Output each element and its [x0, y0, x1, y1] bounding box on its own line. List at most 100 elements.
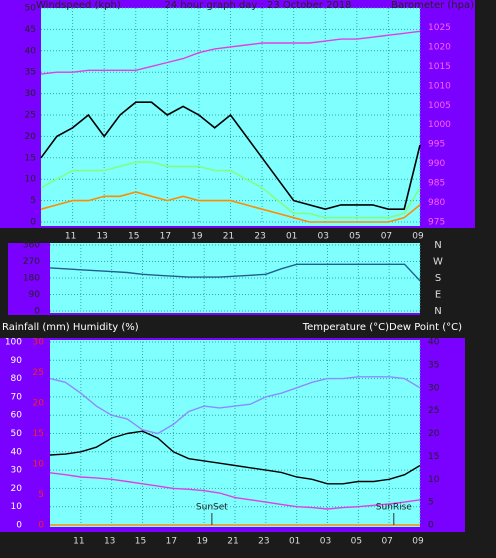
annotation: SunSet [196, 503, 228, 513]
x-tick-label: 21 [227, 537, 238, 547]
series-line [40, 161, 421, 219]
x-tick-label: 19 [191, 232, 203, 242]
y-tick-label: 70 [11, 392, 23, 402]
x-tick-label: 11 [65, 232, 76, 242]
y-tick-label: 90 [29, 290, 41, 300]
y2-axis-title: Barometer (hpa) [391, 0, 474, 11]
x-tick-label: 01 [286, 232, 297, 242]
x-tick-label: 09 [412, 537, 424, 547]
y-axis-title: Windspeed (kph) [36, 0, 121, 11]
direction-label: W [433, 257, 443, 268]
x-tick-label: 15 [128, 232, 139, 242]
y2-tick-label: 1000 [428, 120, 451, 130]
y2-tick-label: 20 [428, 429, 440, 439]
y2-tick-label: 1010 [428, 81, 451, 91]
y-tick-label: 100 [5, 338, 22, 348]
y-tick-label: 60 [11, 411, 23, 421]
y-tick-label: 0 [34, 307, 40, 317]
series-line [40, 30, 421, 75]
series-line [40, 191, 421, 223]
y2-tick-label: 1015 [428, 62, 451, 72]
y-tick-label: 0 [16, 521, 22, 531]
y2-tick-label: 40 [428, 338, 440, 348]
y-tick-label: 5 [30, 196, 36, 206]
y-tick-label: 35 [25, 68, 36, 78]
y2-tick-label: 1005 [428, 101, 451, 111]
y3-tick-label: 30 [33, 338, 45, 348]
x-tick-label: 17 [160, 232, 171, 242]
y-tick-label: 180 [23, 274, 40, 284]
y-tick-label: 30 [25, 89, 37, 99]
y2-tick-label: 5 [428, 498, 434, 508]
y-tick-label: 90 [11, 356, 23, 366]
y-tick-label: 50 [11, 429, 23, 439]
y3-tick-label: 20 [33, 399, 45, 409]
y3-tick-label: 15 [33, 429, 44, 439]
x-tick-label: 03 [320, 537, 331, 547]
y-tick-label: 20 [11, 484, 23, 494]
x-tick-label: 23 [258, 537, 269, 547]
y2-tick-label: 975 [428, 218, 445, 228]
chart-title: 24 hour graph day : 23 October 2018 [164, 0, 351, 11]
y3-tick-label: 5 [38, 490, 44, 500]
plot-area [41, 8, 420, 226]
series-line [40, 101, 421, 211]
y2-tick-label: 35 [428, 360, 439, 370]
y-tick-label: 270 [23, 257, 40, 267]
y2-tick-label: 10 [428, 475, 440, 485]
x-tick-label: 13 [104, 537, 115, 547]
y-tick-label: 45 [25, 25, 36, 35]
y2-tick-label: 1020 [428, 42, 451, 52]
y-tick-label: 40 [25, 46, 37, 56]
annotation: SunRise [376, 503, 413, 513]
y-tick-label: 25 [25, 111, 36, 121]
y2-tick-label: 995 [428, 140, 445, 150]
direction-label: N [434, 240, 441, 251]
y3-tick-label: 10 [33, 460, 45, 470]
y-tick-label: 80 [11, 374, 23, 384]
x-tick-label: 05 [351, 537, 362, 547]
y3-tick-label: 25 [33, 368, 44, 378]
y-tick-label: 40 [11, 447, 23, 457]
y2-tick-label: 1025 [428, 23, 451, 33]
y-tick-label: 20 [25, 132, 37, 142]
direction-label: N [434, 306, 441, 317]
series-line [49, 376, 421, 435]
y-axis-title: Rainfall (mm) Humidity (%) [2, 322, 139, 333]
series-line [49, 472, 421, 510]
series-line [49, 430, 421, 485]
y2-tick-label: 980 [428, 198, 445, 208]
y2-tick-label: 0 [428, 521, 434, 531]
x-tick-label: 09 [412, 232, 424, 242]
x-tick-label: 23 [254, 232, 265, 242]
y-tick-label: 0 [30, 218, 36, 228]
y-tick-label: 10 [25, 175, 37, 185]
x-tick-label: 13 [96, 232, 107, 242]
x-tick-label: 07 [381, 537, 392, 547]
y-tick-label: 50 [25, 4, 37, 14]
y2-tick-label: 30 [428, 383, 440, 393]
y2-tick-label: 985 [428, 179, 445, 189]
y2-tick-label: 15 [428, 452, 439, 462]
x-tick-label: 11 [73, 537, 84, 547]
x-tick-label: 21 [223, 232, 234, 242]
y2-axis-title: Temperature (°C)Dew Point (°C) [302, 322, 462, 333]
x-tick-label: 07 [381, 232, 392, 242]
x-tick-label: 15 [135, 537, 146, 547]
y-tick-label: 10 [11, 502, 23, 512]
direction-label: S [435, 273, 441, 284]
y3-tick-label: 0 [38, 521, 44, 531]
y2-tick-label: 25 [428, 406, 439, 416]
x-tick-label: 05 [349, 232, 360, 242]
x-tick-label: 17 [166, 537, 177, 547]
series-line [49, 263, 421, 282]
x-tick-label: 03 [318, 232, 329, 242]
y-tick-label: 360 [23, 241, 40, 251]
x-tick-label: 19 [196, 537, 208, 547]
y-tick-label: 15 [25, 153, 36, 163]
y2-tick-label: 990 [428, 159, 445, 169]
direction-label: E [435, 290, 441, 301]
y-tick-label: 30 [11, 466, 23, 476]
x-tick-label: 01 [289, 537, 300, 547]
